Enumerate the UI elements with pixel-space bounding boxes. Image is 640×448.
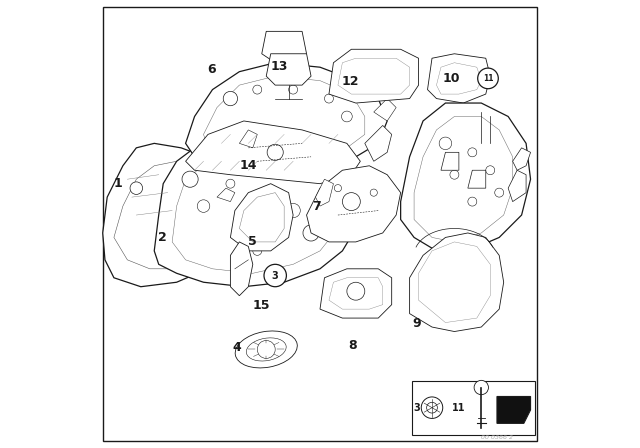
Polygon shape [320,269,392,318]
Text: 3: 3 [414,403,420,413]
Text: 15: 15 [252,299,269,312]
Polygon shape [307,166,401,242]
Text: 5: 5 [248,234,257,248]
Circle shape [477,68,499,89]
Circle shape [168,197,177,206]
Circle shape [253,85,262,94]
Polygon shape [186,121,360,184]
Circle shape [130,182,143,194]
Circle shape [347,282,365,300]
Text: 10: 10 [442,72,460,85]
Ellipse shape [246,338,286,361]
Text: 14: 14 [239,159,257,172]
Polygon shape [497,396,531,423]
Circle shape [370,189,378,196]
Circle shape [261,187,271,198]
Circle shape [439,137,452,150]
Text: 13: 13 [271,60,289,73]
Polygon shape [230,242,253,296]
Polygon shape [114,161,230,269]
Text: 2: 2 [158,231,166,244]
Circle shape [334,185,342,192]
Circle shape [257,340,275,358]
Circle shape [421,397,443,418]
Ellipse shape [235,331,298,368]
Polygon shape [262,31,307,63]
Polygon shape [103,143,248,287]
Circle shape [303,225,319,241]
Text: 3: 3 [272,271,278,280]
Polygon shape [468,170,486,188]
Circle shape [486,166,495,175]
Circle shape [342,111,352,122]
Circle shape [468,148,477,157]
Circle shape [427,402,437,413]
Circle shape [253,246,262,255]
Circle shape [264,264,287,287]
Circle shape [324,94,333,103]
Circle shape [177,233,186,242]
Circle shape [267,144,284,160]
Circle shape [223,91,237,106]
Circle shape [197,200,210,212]
Text: 11: 11 [452,403,466,413]
Circle shape [289,85,298,94]
Polygon shape [239,130,257,148]
Polygon shape [266,54,311,85]
Polygon shape [154,143,360,287]
Text: 12: 12 [342,75,359,88]
Polygon shape [329,49,419,103]
Circle shape [286,203,300,218]
Circle shape [474,380,488,395]
Circle shape [342,193,360,211]
Polygon shape [401,103,531,251]
Text: 4: 4 [233,340,241,354]
Circle shape [495,188,504,197]
Text: 8: 8 [348,339,356,353]
Circle shape [182,171,198,187]
Circle shape [468,197,477,206]
Text: 6: 6 [207,63,216,76]
Polygon shape [508,170,526,202]
Text: 1: 1 [113,177,122,190]
Polygon shape [186,63,387,170]
Polygon shape [374,99,396,121]
Text: 7: 7 [312,199,321,213]
Polygon shape [513,148,531,170]
Text: 00 0366 2: 00 0366 2 [481,435,513,440]
Polygon shape [365,125,392,161]
Circle shape [226,179,235,188]
Polygon shape [316,179,333,206]
Polygon shape [441,152,459,170]
Circle shape [450,170,459,179]
Text: 9: 9 [412,317,420,330]
Bar [412,381,535,435]
Polygon shape [230,184,293,251]
Polygon shape [217,188,235,202]
Text: 11: 11 [483,74,493,83]
Polygon shape [244,206,262,220]
Polygon shape [410,233,504,332]
Polygon shape [239,215,257,242]
Polygon shape [428,54,490,103]
